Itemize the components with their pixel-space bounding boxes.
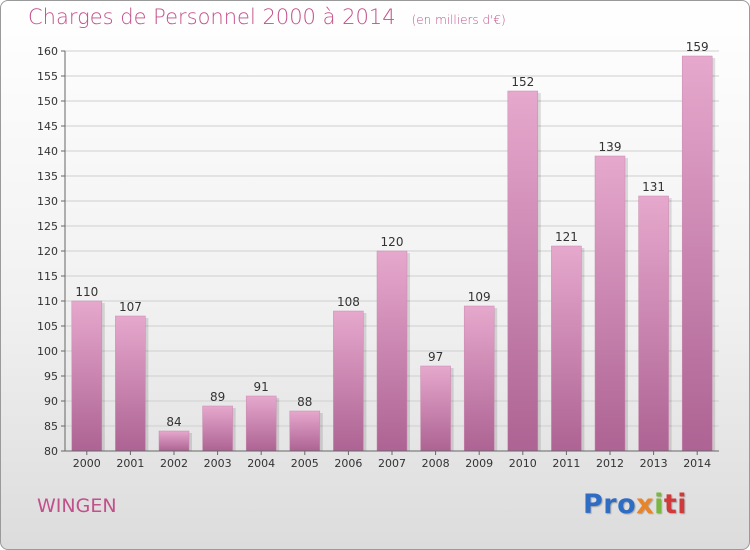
x-tick-label: 2001 [116, 457, 144, 470]
bar-2014 [681, 55, 713, 452]
data-label: 121 [555, 230, 578, 244]
y-tick-label: 125 [37, 220, 58, 233]
bar-2013 [638, 195, 669, 452]
x-tick-label: 2014 [683, 457, 711, 470]
data-label: 89 [210, 390, 225, 404]
logo-part-1: Pro [583, 489, 637, 520]
chart-title: Charges de Personnel 2000 à 2014 (en mill… [28, 5, 506, 29]
y-tick-label: 115 [37, 270, 58, 283]
x-tick-label: 2012 [596, 457, 624, 470]
data-label: 110 [75, 285, 98, 299]
x-tick-label: 2003 [204, 457, 232, 470]
data-label: 84 [166, 415, 181, 429]
data-label: 88 [297, 395, 312, 409]
bar-2008 [420, 365, 451, 452]
proxiti-logo: Proxiti [583, 489, 687, 520]
y-tick-label: 130 [37, 195, 58, 208]
bar-2000 [71, 300, 103, 452]
data-label: 109 [468, 290, 491, 304]
data-label: 120 [381, 235, 404, 249]
x-tick-label: 2002 [160, 457, 188, 470]
y-tick-label: 110 [37, 295, 58, 308]
bar-2007 [376, 250, 408, 452]
x-tick-label: 2008 [422, 457, 450, 470]
logo-part-2: x [636, 489, 655, 520]
data-label: 108 [337, 295, 360, 309]
bar-2003 [202, 405, 233, 452]
logo-part-3: i [654, 489, 664, 520]
x-tick-label: 2006 [334, 457, 362, 470]
commune-name: WINGEN [37, 495, 117, 517]
y-tick-label: 100 [37, 345, 58, 358]
x-tick-label: 2000 [73, 457, 101, 470]
data-label: 107 [119, 300, 142, 314]
data-label: 152 [511, 75, 534, 89]
x-tick-label: 2004 [247, 457, 275, 470]
y-tick-label: 80 [44, 445, 58, 458]
chart-subtitle: (en milliers d'€) [411, 13, 506, 27]
bar-2006 [333, 310, 364, 452]
y-tick-label: 85 [44, 420, 58, 433]
x-tick-label: 2011 [552, 457, 580, 470]
data-label: 139 [599, 140, 622, 154]
x-tick-label: 2009 [465, 457, 493, 470]
bar-2002 [158, 430, 190, 452]
bar-2004 [245, 395, 277, 452]
x-tick-label: 2005 [291, 457, 319, 470]
y-tick-label: 140 [37, 145, 58, 158]
y-tick-label: 135 [37, 170, 58, 183]
x-tick-label: 2013 [640, 457, 668, 470]
bar-2009 [463, 305, 495, 452]
logo-part-4: ti [663, 489, 688, 520]
y-tick-label: 95 [44, 370, 58, 383]
y-tick-label: 160 [37, 45, 58, 58]
chart-title-text: Charges de Personnel 2000 à 2014 [28, 5, 396, 29]
y-tick-label: 105 [37, 320, 58, 333]
y-tick-label: 155 [37, 70, 58, 83]
y-tick-label: 145 [37, 120, 58, 133]
bar-2012 [594, 155, 626, 452]
bar-2005 [289, 410, 321, 452]
y-tick-label: 90 [44, 395, 58, 408]
bar-2001 [115, 315, 146, 452]
x-tick-label: 2007 [378, 457, 406, 470]
y-tick-label: 150 [37, 95, 58, 108]
data-label: 159 [686, 40, 709, 54]
data-label: 97 [428, 350, 443, 364]
data-label: 131 [642, 180, 665, 194]
x-tick-label: 2010 [509, 457, 537, 470]
y-tick-label: 120 [37, 245, 58, 258]
bar-2010 [507, 90, 539, 452]
bar-2011 [551, 245, 582, 452]
data-label: 91 [254, 380, 269, 394]
